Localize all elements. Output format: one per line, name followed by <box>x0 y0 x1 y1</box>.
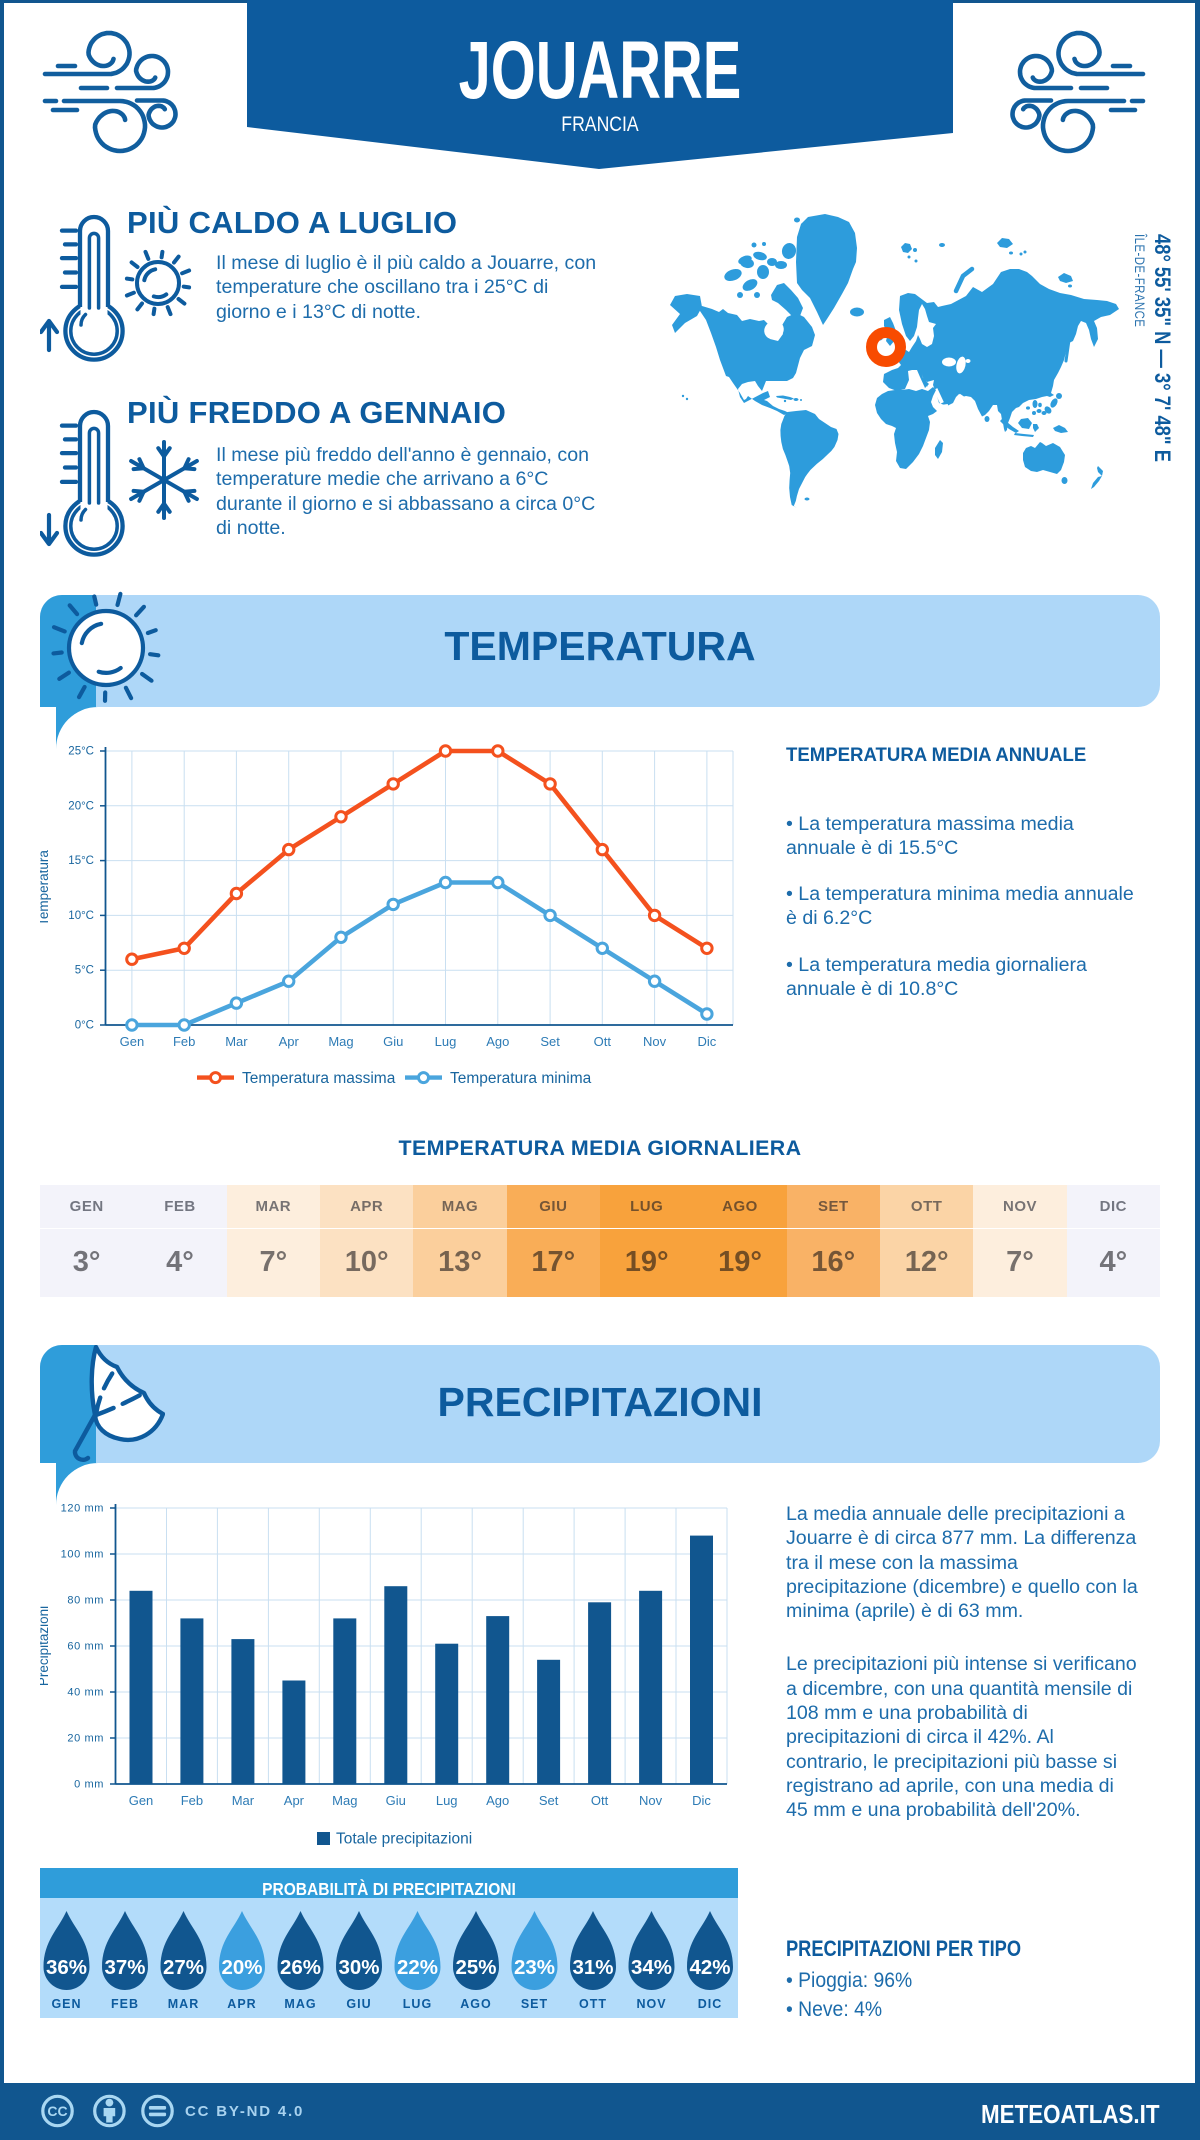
svg-text:36%: 36% <box>46 1956 87 1979</box>
svg-text:FEB: FEB <box>111 1997 139 2011</box>
svg-text:Mar: Mar <box>232 1793 255 1808</box>
svg-text:10°C: 10°C <box>68 910 94 922</box>
svg-text:Set: Set <box>540 1034 560 1049</box>
svg-text:APR: APR <box>227 1997 256 2011</box>
svg-text:37%: 37% <box>104 1956 145 1979</box>
svg-text:Gen: Gen <box>120 1034 145 1049</box>
svg-text:Mag: Mag <box>332 1793 357 1808</box>
svg-text:GEN: GEN <box>51 1997 81 2011</box>
svg-text:Ago: Ago <box>486 1793 509 1808</box>
svg-text:31%: 31% <box>572 1956 613 1979</box>
svg-text:Ott: Ott <box>594 1034 612 1049</box>
svg-text:34%: 34% <box>631 1956 672 1979</box>
svg-text:40 mm: 40 mm <box>67 1687 104 1699</box>
svg-text:Mag: Mag <box>328 1034 353 1049</box>
svg-text:27%: 27% <box>163 1956 204 1979</box>
svg-text:Temperatura minima: Temperatura minima <box>450 1070 592 1087</box>
svg-text:Ago: Ago <box>486 1034 509 1049</box>
svg-text:80 mm: 80 mm <box>67 1595 104 1607</box>
svg-text:42%: 42% <box>689 1956 730 1979</box>
svg-text:Gen: Gen <box>129 1793 154 1808</box>
svg-text:Temperatura: Temperatura <box>40 850 51 926</box>
svg-text:Feb: Feb <box>181 1793 203 1808</box>
svg-text:20%: 20% <box>221 1956 262 1979</box>
svg-text:20 mm: 20 mm <box>67 1733 104 1745</box>
svg-text:AGO: AGO <box>460 1997 491 2011</box>
svg-text:Dic: Dic <box>698 1034 717 1049</box>
svg-text:GIU: GIU <box>346 1997 371 2011</box>
svg-text:Lug: Lug <box>436 1793 458 1808</box>
svg-text:120 mm: 120 mm <box>61 1503 104 1515</box>
svg-text:60 mm: 60 mm <box>67 1641 104 1653</box>
svg-text:30%: 30% <box>338 1956 379 1979</box>
svg-text:Giu: Giu <box>383 1034 403 1049</box>
svg-text:Feb: Feb <box>173 1034 195 1049</box>
svg-text:Set: Set <box>539 1793 559 1808</box>
svg-text:Lug: Lug <box>435 1034 457 1049</box>
svg-text:Temperatura massima: Temperatura massima <box>242 1070 396 1087</box>
svg-text:26%: 26% <box>280 1956 321 1979</box>
svg-text:Precipitazioni: Precipitazioni <box>40 1606 51 1686</box>
svg-text:23%: 23% <box>514 1956 555 1979</box>
svg-text:0 mm: 0 mm <box>74 1779 104 1791</box>
svg-text:LUG: LUG <box>403 1997 432 2011</box>
svg-text:MAG: MAG <box>284 1997 316 2011</box>
svg-text:Nov: Nov <box>639 1793 663 1808</box>
svg-text:5°C: 5°C <box>75 965 94 977</box>
svg-text:Apr: Apr <box>284 1793 305 1808</box>
svg-text:15°C: 15°C <box>68 855 94 867</box>
svg-text:Totale precipitazioni: Totale precipitazioni <box>336 1831 472 1848</box>
svg-text:OTT: OTT <box>579 1997 607 2011</box>
svg-text:Giu: Giu <box>386 1793 406 1808</box>
svg-text:Nov: Nov <box>643 1034 667 1049</box>
svg-text:0°C: 0°C <box>75 1020 94 1032</box>
svg-text:Dic: Dic <box>692 1793 711 1808</box>
svg-text:Apr: Apr <box>279 1034 300 1049</box>
svg-text:CC: CC <box>47 2103 67 2119</box>
svg-text:25°C: 25°C <box>68 746 94 758</box>
svg-text:MAR: MAR <box>168 1997 199 2011</box>
svg-text:DIC: DIC <box>698 1997 723 2011</box>
svg-text:Mar: Mar <box>225 1034 248 1049</box>
svg-text:SET: SET <box>521 1997 548 2011</box>
svg-text:Ott: Ott <box>591 1793 609 1808</box>
svg-text:22%: 22% <box>397 1956 438 1979</box>
svg-text:25%: 25% <box>455 1956 496 1979</box>
svg-text:NOV: NOV <box>636 1997 666 2011</box>
svg-text:20°C: 20°C <box>68 800 94 812</box>
svg-text:100 mm: 100 mm <box>61 1549 104 1561</box>
